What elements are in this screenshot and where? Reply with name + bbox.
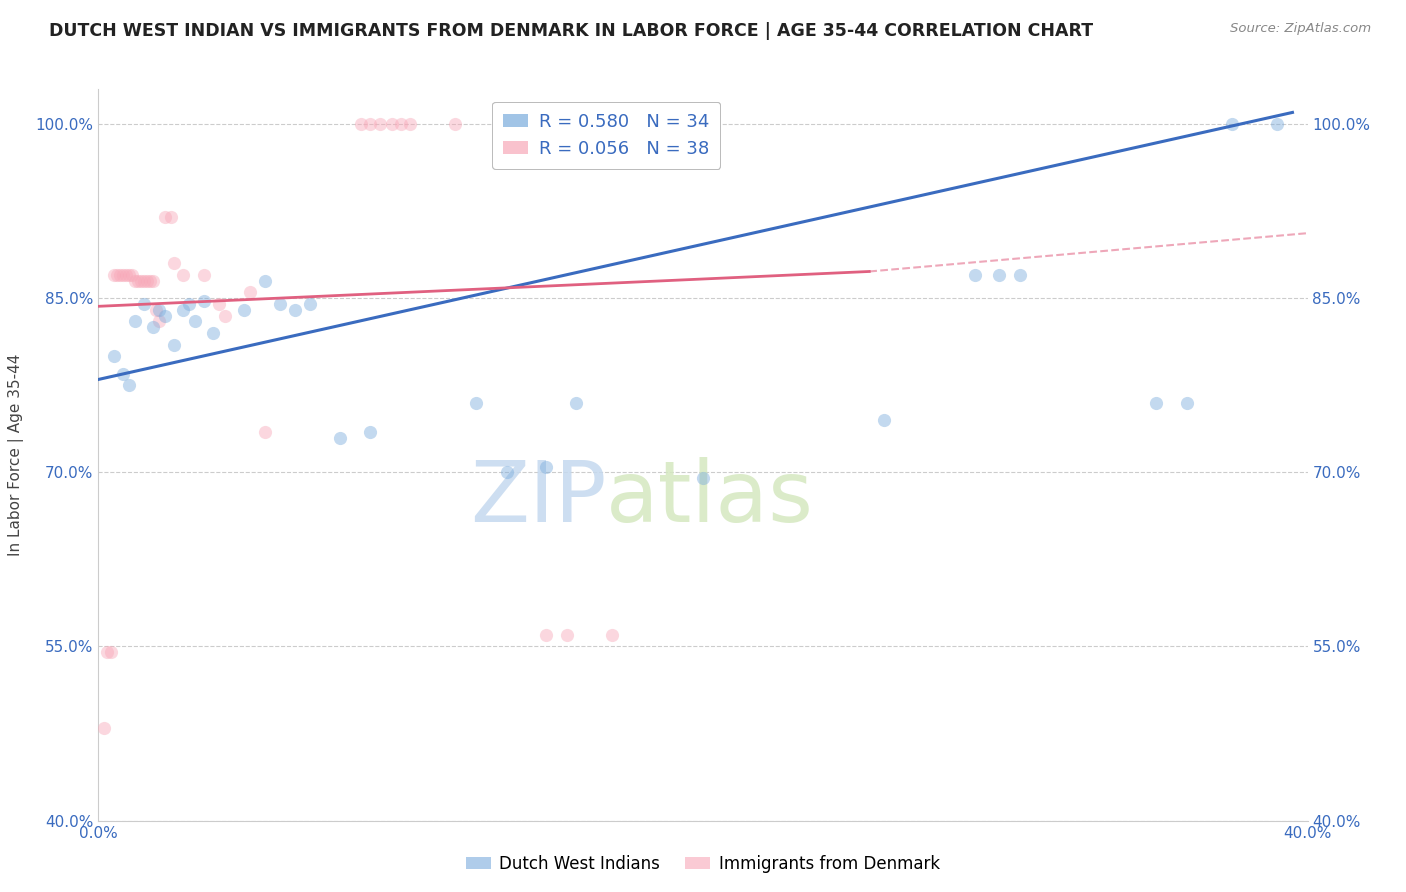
Point xyxy=(239,285,262,300)
Point xyxy=(534,459,557,474)
Point xyxy=(1267,117,1289,131)
Point xyxy=(360,425,382,439)
Point xyxy=(145,302,167,317)
Point xyxy=(1175,395,1198,409)
Point xyxy=(381,117,404,131)
Point xyxy=(602,628,624,642)
Point xyxy=(253,425,276,439)
Point xyxy=(118,378,141,392)
Point xyxy=(692,471,714,485)
Point xyxy=(132,297,155,311)
Point xyxy=(142,320,165,334)
Point xyxy=(253,274,276,288)
Point xyxy=(179,297,201,311)
Point xyxy=(121,268,143,282)
Point xyxy=(1010,268,1032,282)
Point xyxy=(118,268,141,282)
Point xyxy=(96,645,118,659)
Point xyxy=(360,117,382,131)
Point xyxy=(105,268,128,282)
Point xyxy=(1144,395,1167,409)
Point xyxy=(495,466,517,480)
Point xyxy=(329,430,352,444)
Point xyxy=(232,302,254,317)
Point xyxy=(214,309,236,323)
Text: Source: ZipAtlas.com: Source: ZipAtlas.com xyxy=(1230,22,1371,36)
Text: atlas: atlas xyxy=(606,458,814,541)
Point xyxy=(988,268,1011,282)
Point xyxy=(350,117,373,131)
Point xyxy=(108,268,131,282)
Point xyxy=(124,314,146,328)
Point xyxy=(299,297,322,311)
Legend: R = 0.580   N = 34, R = 0.056   N = 38: R = 0.580 N = 34, R = 0.056 N = 38 xyxy=(492,102,720,169)
Point xyxy=(193,268,215,282)
Point xyxy=(132,274,155,288)
Point xyxy=(284,302,307,317)
Point xyxy=(142,274,165,288)
Point xyxy=(172,302,194,317)
Point xyxy=(208,297,231,311)
Point xyxy=(269,297,291,311)
Point xyxy=(103,349,125,363)
Point xyxy=(148,314,170,328)
Text: ZIP: ZIP xyxy=(470,458,606,541)
Point xyxy=(398,117,420,131)
Point xyxy=(172,268,194,282)
Point xyxy=(153,210,176,224)
Point xyxy=(93,721,115,735)
Point xyxy=(193,293,215,308)
Point xyxy=(1220,117,1243,131)
Legend: Dutch West Indians, Immigrants from Denmark: Dutch West Indians, Immigrants from Denm… xyxy=(460,848,946,880)
Point xyxy=(100,645,122,659)
Point xyxy=(114,268,136,282)
Point xyxy=(160,210,183,224)
Point xyxy=(139,274,162,288)
Point xyxy=(465,395,488,409)
Point xyxy=(129,274,152,288)
Point xyxy=(163,337,186,351)
Point xyxy=(124,274,146,288)
Point xyxy=(873,413,896,427)
Point xyxy=(965,268,987,282)
Point xyxy=(534,628,557,642)
Point xyxy=(135,274,157,288)
Point xyxy=(111,268,134,282)
Point xyxy=(202,326,225,340)
Point xyxy=(368,117,391,131)
Y-axis label: In Labor Force | Age 35-44: In Labor Force | Age 35-44 xyxy=(8,354,24,556)
Point xyxy=(389,117,412,131)
Point xyxy=(148,302,170,317)
Point xyxy=(127,274,149,288)
Point xyxy=(565,395,588,409)
Text: DUTCH WEST INDIAN VS IMMIGRANTS FROM DENMARK IN LABOR FORCE | AGE 35-44 CORRELAT: DUTCH WEST INDIAN VS IMMIGRANTS FROM DEN… xyxy=(49,22,1094,40)
Point xyxy=(103,268,125,282)
Point xyxy=(444,117,467,131)
Point xyxy=(111,367,134,381)
Point xyxy=(184,314,207,328)
Point xyxy=(163,256,186,270)
Point xyxy=(153,309,176,323)
Point xyxy=(555,628,578,642)
